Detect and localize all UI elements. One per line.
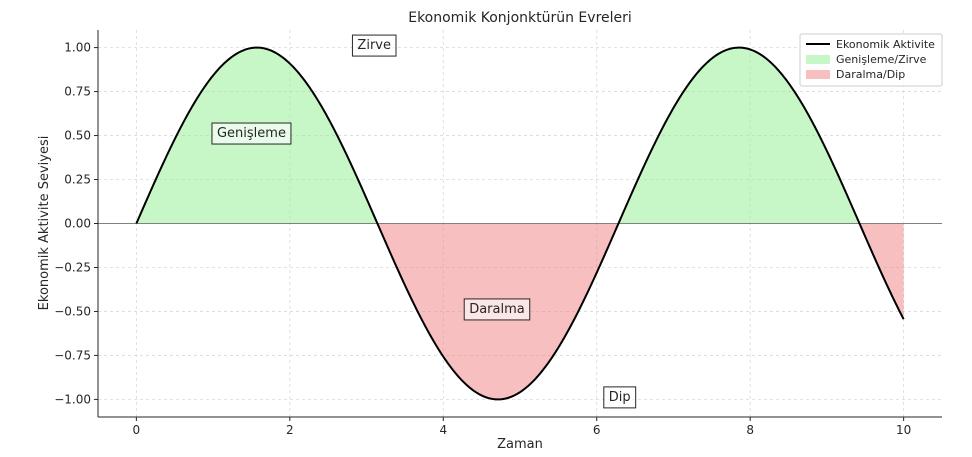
x-tick-label-2: 4 bbox=[439, 423, 447, 437]
y-tick-label-4: 0.00 bbox=[64, 217, 91, 231]
y-tick-label-0: 1.00 bbox=[64, 41, 91, 55]
annotation-text-2: Daralma bbox=[469, 302, 525, 317]
annotation-box-2 bbox=[463, 298, 531, 321]
annotations: Zirve Genişleme Daralma Dip bbox=[211, 34, 637, 409]
y-tick-label-1: 0.75 bbox=[64, 85, 91, 99]
y-tick-label-2: 0.50 bbox=[64, 129, 91, 143]
x-ticks: 0 2 4 6 8 10 bbox=[133, 417, 911, 437]
annotation-text-0: Zirve bbox=[357, 38, 391, 53]
x-tick-label-3: 6 bbox=[593, 423, 601, 437]
y-tick-label-3: 0.25 bbox=[64, 173, 91, 187]
fill-expansion-2 bbox=[618, 47, 861, 227]
legend-frame bbox=[799, 33, 943, 87]
x-tick-label-1: 2 bbox=[286, 423, 294, 437]
y-tick-label-8: −1.00 bbox=[54, 392, 91, 406]
legend-label-line: Ekonomik Aktivite bbox=[836, 38, 935, 51]
annotation-text-3: Dip bbox=[609, 390, 631, 405]
annotation-box-0 bbox=[351, 34, 397, 57]
y-ticks: 1.00 0.75 0.50 0.25 0.00 −0.25 −0.50 −0.75 −1.00 bbox=[54, 41, 98, 406]
x-tick-label-4: 8 bbox=[746, 423, 754, 437]
annotation-1: Genişleme bbox=[211, 122, 292, 145]
legend-label-expansion: Genişleme/Zirve bbox=[836, 53, 927, 66]
annotation-text-1: Genişleme bbox=[217, 126, 286, 141]
annotation-3: Dip bbox=[603, 386, 637, 409]
annotation-box-3 bbox=[603, 386, 637, 409]
legend-label-contraction: Daralma/Dip bbox=[836, 68, 905, 81]
y-tick-label-5: −0.25 bbox=[54, 260, 91, 274]
annotation-box-1 bbox=[211, 122, 292, 145]
y-tick-label-7: −0.75 bbox=[54, 348, 91, 362]
annotation-0: Zirve bbox=[351, 34, 397, 57]
chart-title: Ekonomik Konjonktürün Evreleri bbox=[408, 10, 632, 26]
legend: Ekonomik Aktivite Genişleme/Zirve Daralm… bbox=[799, 33, 943, 87]
x-tick-label-5: 10 bbox=[896, 423, 911, 437]
annotation-2: Daralma bbox=[463, 298, 531, 321]
y-tick-label-6: −0.50 bbox=[54, 304, 91, 318]
x-axis-label: Zaman bbox=[497, 437, 543, 452]
x-tick-label-0: 0 bbox=[133, 423, 141, 437]
series-line-ekonomik-aktivite bbox=[135, 46, 905, 401]
y-axis-label: Ekonomik Aktivite Seviyesi bbox=[37, 136, 52, 311]
legend-swatch-expansion bbox=[806, 55, 830, 64]
legend-swatch-contraction bbox=[806, 70, 830, 79]
